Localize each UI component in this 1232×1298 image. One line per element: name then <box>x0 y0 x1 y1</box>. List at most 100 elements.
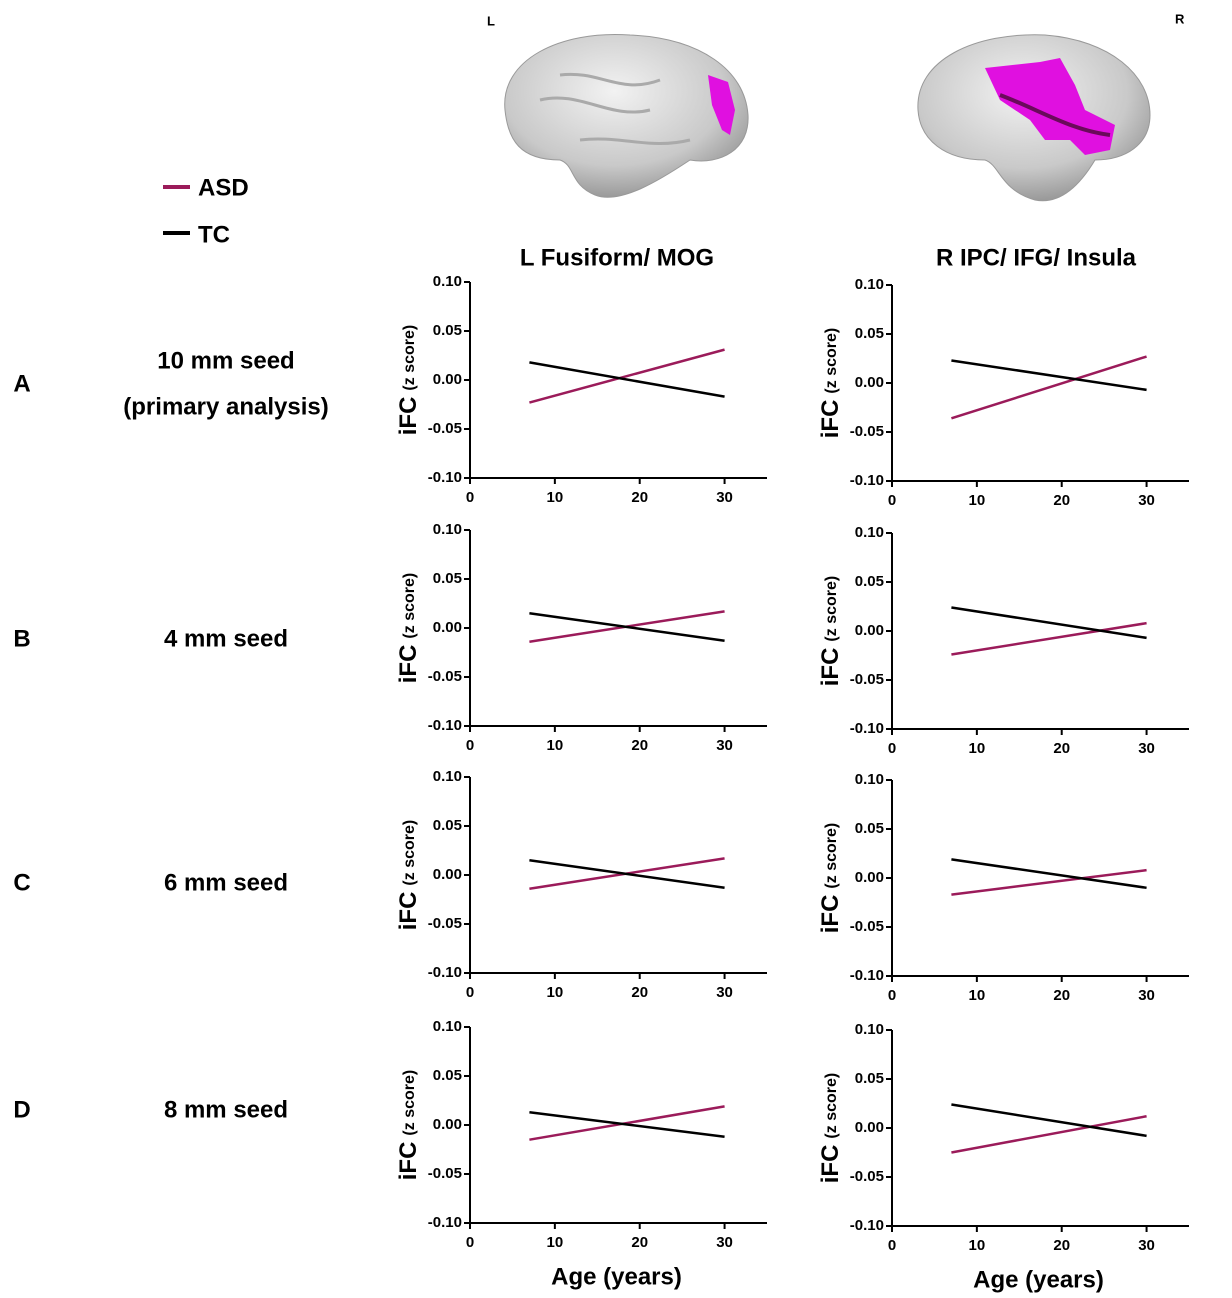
y-tick-label: 0.05 <box>433 570 462 587</box>
y-tick-label: 0.10 <box>433 1018 462 1035</box>
x-tick-label: 30 <box>1138 1237 1155 1254</box>
y-tick-label: 0.00 <box>433 371 462 388</box>
y-tick-label: -0.05 <box>850 1168 884 1185</box>
y-tick-label: 0.10 <box>433 521 462 538</box>
x-tick-label: 20 <box>1053 987 1070 1004</box>
y-tick-label: 0.05 <box>855 820 884 837</box>
x-tick-label: 20 <box>1053 740 1070 757</box>
x-tick-label: 0 <box>888 1237 896 1254</box>
row-label: 4 mm seed <box>164 625 288 652</box>
series-line <box>951 606 1147 640</box>
x-tick-label: 20 <box>631 1234 648 1251</box>
x-tick-label: 20 <box>631 489 648 506</box>
series-line <box>529 1111 725 1139</box>
y-tick-label: -0.10 <box>428 1214 462 1231</box>
y-tick-label: -0.10 <box>850 720 884 737</box>
x-tick-label: 10 <box>547 737 564 754</box>
series-line <box>951 359 1147 392</box>
y-tick-label: -0.05 <box>428 420 462 437</box>
row-letter: A <box>13 370 30 397</box>
y-tick-label: 0.10 <box>855 771 884 788</box>
y-axis-label-sub: (z score) <box>401 1070 418 1136</box>
y-axis-label-main: iFC <box>817 1145 844 1184</box>
y-tick-label: -0.05 <box>428 915 462 932</box>
y-tick-label: 0.00 <box>855 622 884 639</box>
y-tick-label: 0.00 <box>855 374 884 391</box>
x-tick-label: 0 <box>888 492 896 509</box>
x-axis-label: Age (years) <box>551 1263 682 1290</box>
y-tick-label: 0.05 <box>855 573 884 590</box>
y-tick-label: 0.10 <box>855 1021 884 1038</box>
column-title: L Fusiform/ MOG <box>520 244 714 271</box>
y-tick-label: -0.05 <box>850 671 884 688</box>
y-axis-label-sub: (z score) <box>823 328 840 394</box>
y-tick-label: -0.05 <box>850 918 884 935</box>
y-axis-label: iFC (z score) <box>395 573 422 683</box>
y-tick-label: 0.10 <box>855 524 884 541</box>
y-axis-label-sub: (z score) <box>823 823 840 889</box>
series-line <box>529 1105 725 1141</box>
series-line <box>529 859 725 889</box>
y-axis-label: iFC (z score) <box>817 823 844 933</box>
y-axis-label-main: iFC <box>395 645 422 684</box>
y-tick-label: -0.05 <box>850 423 884 440</box>
x-tick-label: 0 <box>888 987 896 1004</box>
y-tick-label: 0.00 <box>433 1116 462 1133</box>
y-axis-label-sub: (z score) <box>401 820 418 886</box>
x-tick-label: 0 <box>888 740 896 757</box>
y-axis-label: iFC (z score) <box>395 325 422 435</box>
y-tick-label: 0.00 <box>433 619 462 636</box>
x-tick-label: 30 <box>1138 987 1155 1004</box>
y-tick-label: -0.05 <box>428 668 462 685</box>
x-tick-label: 30 <box>716 737 733 754</box>
series-line <box>529 361 725 398</box>
y-tick-label: 0.05 <box>855 325 884 342</box>
y-tick-label: -0.10 <box>850 472 884 489</box>
y-tick-label: 0.10 <box>855 276 884 293</box>
x-tick-label: 0 <box>466 489 474 506</box>
y-tick-label: 0.00 <box>855 1119 884 1136</box>
legend-label: TC <box>198 221 230 248</box>
x-tick-label: 10 <box>969 987 986 1004</box>
y-tick-label: 0.05 <box>855 1070 884 1087</box>
x-tick-label: 10 <box>969 1237 986 1254</box>
series-line <box>951 868 1147 896</box>
y-axis-label-main: iFC <box>395 1142 422 1181</box>
x-tick-label: 10 <box>969 740 986 757</box>
x-tick-label: 30 <box>1138 492 1155 509</box>
y-tick-label: -0.10 <box>428 469 462 486</box>
row-label: 8 mm seed <box>164 1096 288 1123</box>
y-axis-label: iFC (z score) <box>817 576 844 686</box>
x-tick-label: 30 <box>716 1234 733 1251</box>
y-axis-label-main: iFC <box>817 400 844 439</box>
x-tick-label: 30 <box>716 489 733 506</box>
y-tick-label: 0.05 <box>433 322 462 339</box>
y-axis-label-sub: (z score) <box>823 1073 840 1139</box>
y-tick-label: -0.05 <box>428 1165 462 1182</box>
y-tick-label: 0.05 <box>433 1067 462 1084</box>
y-axis-label-sub: (z score) <box>823 576 840 642</box>
y-tick-label: -0.10 <box>428 717 462 734</box>
y-axis-label: iFC (z score) <box>817 328 844 438</box>
x-tick-label: 20 <box>631 737 648 754</box>
x-tick-label: 10 <box>547 489 564 506</box>
y-tick-label: 0.10 <box>433 273 462 290</box>
x-tick-label: 20 <box>631 984 648 1001</box>
x-axis-label: Age (years) <box>973 1266 1104 1293</box>
row-label: (primary analysis) <box>123 393 328 420</box>
y-axis-label-main: iFC <box>817 648 844 687</box>
x-tick-label: 20 <box>1053 492 1070 509</box>
y-tick-label: -0.10 <box>850 967 884 984</box>
legend-label: ASD <box>198 174 249 201</box>
x-tick-label: 30 <box>716 984 733 1001</box>
y-tick-label: 0.10 <box>433 768 462 785</box>
y-tick-label: 0.00 <box>855 869 884 886</box>
y-tick-label: -0.10 <box>850 1217 884 1234</box>
x-tick-label: 10 <box>547 984 564 1001</box>
x-tick-label: 20 <box>1053 1237 1070 1254</box>
row-letter: D <box>13 1096 30 1123</box>
x-tick-label: 10 <box>969 492 986 509</box>
brain-side-label: R <box>1175 11 1185 26</box>
y-axis-label-main: iFC <box>395 892 422 931</box>
